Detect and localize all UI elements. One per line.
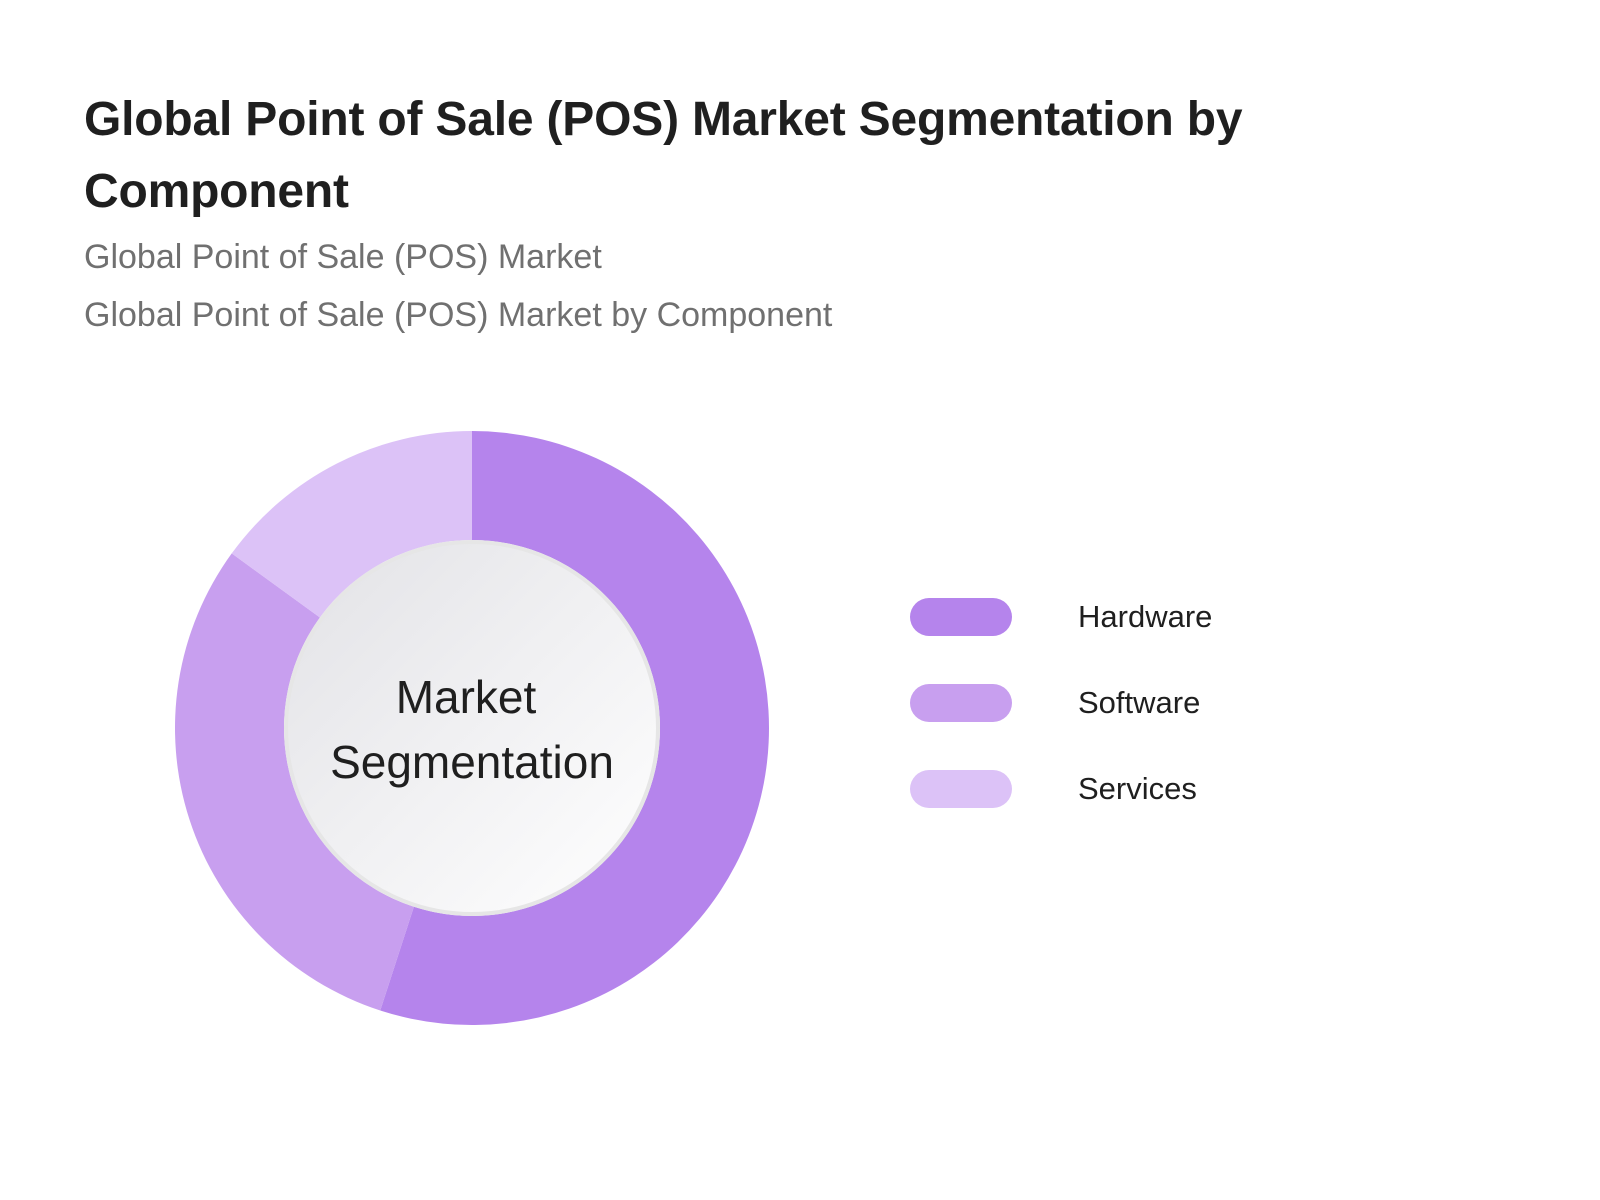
chart-title: Global Point of Sale (POS) Market Segmen…: [84, 93, 1243, 218]
chart-subtitle-2: Global Point of Sale (POS) Market by Com…: [84, 296, 833, 334]
legend-item-services[interactable]: Services: [910, 770, 1330, 808]
donut-slice-services[interactable]: [231, 431, 472, 618]
legend-swatch-services: [910, 770, 1012, 808]
donut-slice-software[interactable]: [174, 553, 414, 1011]
donut-slice-hardware[interactable]: [380, 431, 769, 1025]
legend-label: Services: [1078, 771, 1197, 806]
legend-item-hardware[interactable]: Hardware: [910, 598, 1330, 636]
legend-swatch-software: [910, 684, 1012, 722]
donut-slices: [174, 431, 769, 1025]
center-label-line-1: Market: [396, 671, 537, 723]
legend-swatch-hardware: [910, 598, 1012, 636]
legend: Hardware Software Services: [910, 598, 1330, 856]
legend-item-software[interactable]: Software: [910, 684, 1330, 722]
center-label-line-2: Segmentation: [330, 736, 614, 788]
chart-subtitle-1: Global Point of Sale (POS) Market: [84, 238, 602, 276]
legend-label: Software: [1078, 685, 1201, 720]
donut-center-disc: [284, 540, 660, 916]
chart-header: Global Point of Sale (POS) Market Segmen…: [84, 84, 1484, 344]
legend-label: Hardware: [1078, 599, 1213, 634]
